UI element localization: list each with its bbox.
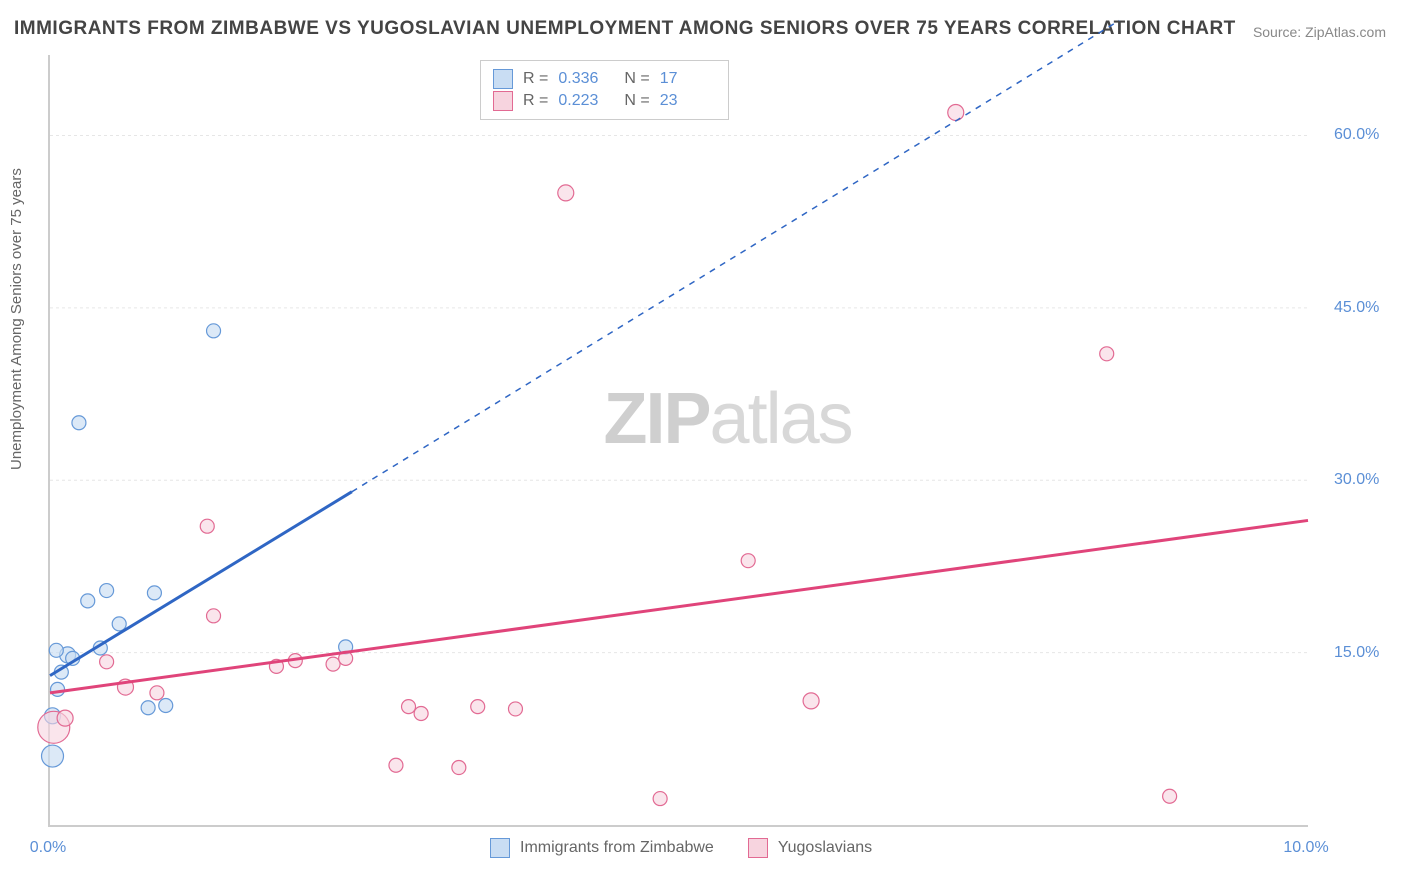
legend-swatch [490, 838, 510, 858]
chart-title: IMMIGRANTS FROM ZIMBABWE VS YUGOSLAVIAN … [14, 18, 1236, 40]
legend-swatch [493, 69, 513, 89]
y-axis-label: Unemployment Among Seniors over 75 years [8, 168, 25, 470]
legend-row: R = 0.336 N = 17 [493, 69, 716, 89]
x-tick-label: 10.0% [1283, 839, 1328, 857]
correlation-legend: R = 0.336 N = 17 R = 0.223 N = 23 [480, 60, 729, 120]
scatter-plot-area: ZIPatlas [48, 55, 1308, 827]
legend-r-label: R = [523, 92, 548, 110]
series-legend: Immigrants from Zimbabwe Yugoslavians [490, 838, 896, 858]
legend-r-value: 0.336 [558, 70, 614, 88]
source-attribution: Source: ZipAtlas.com [1253, 24, 1386, 40]
legend-n-label: N = [624, 92, 649, 110]
y-tick-label: 45.0% [1334, 299, 1396, 317]
legend-series-name: Immigrants from Zimbabwe [520, 839, 714, 857]
y-tick-label: 15.0% [1334, 644, 1396, 662]
x-tick-label: 0.0% [30, 839, 66, 857]
legend-r-label: R = [523, 70, 548, 88]
legend-series-name: Yugoslavians [778, 839, 872, 857]
y-tick-label: 60.0% [1334, 126, 1396, 144]
chart-svg [50, 55, 1308, 825]
legend-n-value: 23 [660, 92, 716, 110]
legend-n-label: N = [624, 70, 649, 88]
legend-r-value: 0.223 [558, 92, 614, 110]
legend-swatch [493, 91, 513, 111]
legend-row: R = 0.223 N = 23 [493, 91, 716, 111]
y-tick-label: 30.0% [1334, 471, 1396, 489]
legend-n-value: 17 [660, 70, 716, 88]
legend-swatch [748, 838, 768, 858]
